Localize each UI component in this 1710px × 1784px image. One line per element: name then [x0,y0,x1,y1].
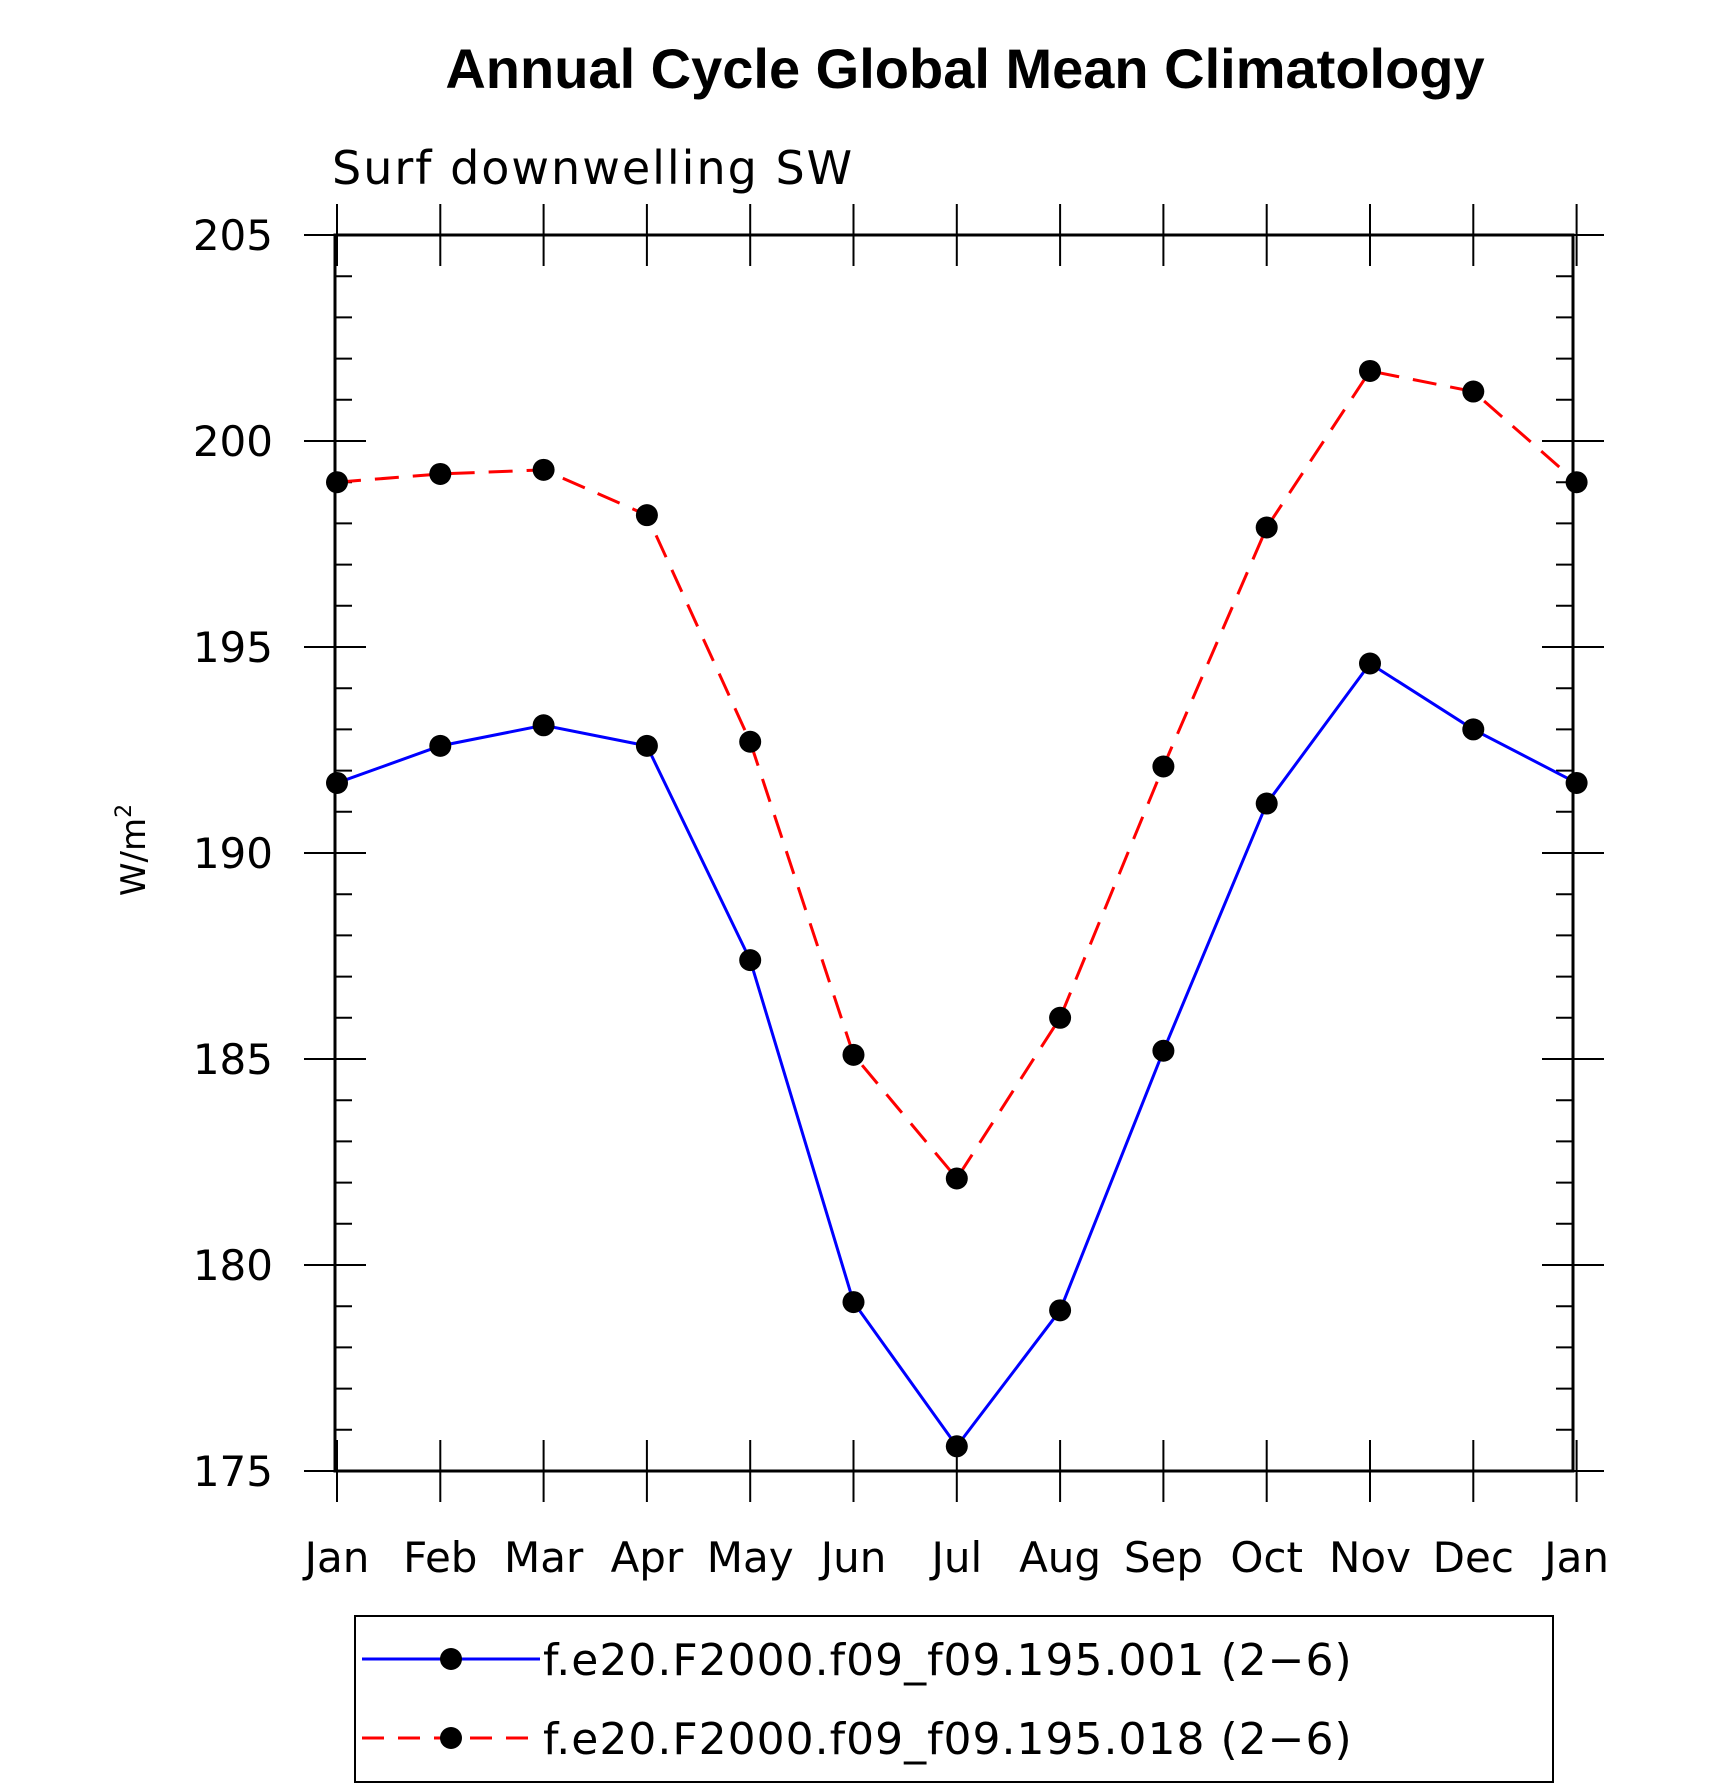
series-1-point [1462,718,1485,741]
legend-label-series-1: f.e20.F2000.f09_f09.195.001 (2−6) [543,1635,1353,1686]
x-tick-label: Jan [1541,1533,1609,1582]
y-tick-label: 190 [193,829,273,878]
series-2-point [326,471,348,494]
x-tick-label: Sep [1124,1533,1203,1582]
x-tick-label: Mar [504,1533,584,1582]
series-2-point [1255,516,1278,539]
series-2-point [739,730,762,753]
x-tick-labels: Jan Feb Mar Apr May Jun Jul Aug Sep Oct Nov Dec Jan [302,1533,1609,1582]
series-1-point [1255,792,1278,815]
series-1-point [1565,771,1588,794]
series-2-point [1462,380,1485,403]
y-tick-label: 175 [193,1447,273,1496]
data-series [326,359,1588,1458]
x-tick-label: Feb [403,1533,477,1582]
series-1-point [532,714,555,737]
chart-title: Annual Cycle Global Mean Climatology [445,37,1484,100]
series-2-point [429,462,452,485]
series-line-1 [336,661,1578,1449]
series-2-point [532,458,555,481]
series-2-point [1359,359,1381,382]
series-1-point [635,734,658,757]
legend: f.e20.F2000.f09_f09.195.001 (2−6) f.e20.… [354,1615,1554,1783]
series-1-point [429,734,452,757]
series-1-point [945,1435,968,1458]
svg-text:W/m2: W/m2 [112,804,154,896]
y-tick-label: 200 [193,417,273,466]
x-tick-label: Apr [611,1533,684,1582]
legend-label-series-2: f.e20.F2000.f09_f09.195.018 (2−6) [543,1714,1353,1765]
series-2-point [945,1167,968,1190]
y-tick-label: 195 [193,623,273,672]
series-1-point [1049,1299,1072,1322]
axis-ticks [304,204,1604,1502]
legend-marker-series-2 [440,1727,462,1749]
x-tick-label: Aug [1019,1533,1101,1582]
x-tick-label: Oct [1230,1533,1303,1582]
chart-subtitle: Surf downwelling SW [332,141,854,195]
series-1-point [1359,652,1381,675]
y-tick-label: 205 [193,211,273,260]
legend-marker-series-1 [440,1648,462,1670]
x-tick-label: Jan [302,1533,370,1582]
y-tick-labels: 175 180 185 190 195 200 205 [193,211,273,1496]
x-tick-label: Dec [1433,1533,1514,1582]
series-2-point [1565,471,1588,494]
series-1-point [739,949,762,972]
y-axis-label: W/m2 [112,804,154,896]
series-line-2 [336,369,1578,1182]
x-tick-label: Nov [1329,1533,1411,1582]
x-tick-label: Jun [818,1533,887,1582]
legend-box [354,1615,1554,1783]
series-2-point [1049,1006,1072,1029]
series-1-point [1152,1039,1175,1062]
y-tick-label: 185 [193,1035,273,1084]
y-tick-label: 180 [193,1241,273,1290]
series-2-point [842,1043,865,1066]
series-2-point [1152,755,1175,778]
plot-frame [333,233,1575,1473]
series-1-point [326,771,348,794]
series-1-point [842,1291,865,1314]
x-tick-label: May [707,1533,794,1582]
series-2-point [635,504,658,527]
x-tick-label: Jul [928,1533,982,1582]
